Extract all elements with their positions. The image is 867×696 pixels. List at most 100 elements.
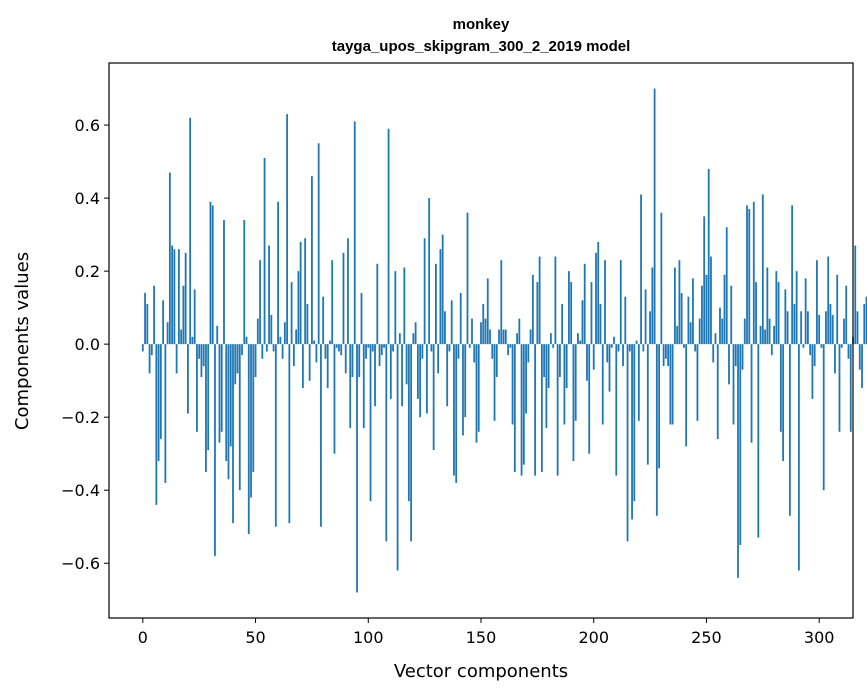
bar [680, 293, 683, 345]
x-tick-label: 0 [138, 628, 148, 647]
bar [854, 245, 857, 345]
bar [252, 344, 255, 472]
bar [270, 314, 273, 345]
bar [822, 344, 825, 491]
bar [662, 344, 665, 367]
bar [797, 344, 800, 571]
bar [536, 282, 539, 345]
bar [141, 344, 144, 352]
bar [187, 344, 189, 414]
bar [667, 344, 670, 367]
bar [640, 194, 642, 345]
bar [511, 344, 514, 425]
bar [437, 344, 440, 374]
bar [698, 318, 701, 345]
bar [232, 344, 234, 524]
bar [175, 344, 178, 374]
bar [770, 344, 773, 356]
bar [473, 344, 476, 363]
bar [480, 322, 482, 345]
bar [642, 344, 645, 352]
bar [281, 344, 284, 359]
bar [265, 344, 268, 352]
bar [216, 325, 219, 345]
x-tick-label: 250 [691, 628, 722, 647]
bar [347, 238, 349, 345]
bar [471, 318, 473, 345]
bar [570, 282, 573, 345]
bar [475, 344, 478, 443]
bar [356, 344, 358, 593]
bar [371, 344, 374, 352]
bar [166, 322, 169, 345]
chart-title: monkey [453, 16, 510, 33]
bar [290, 282, 293, 345]
bar [775, 271, 778, 345]
bar [157, 344, 160, 461]
bar [333, 344, 336, 454]
bar [619, 260, 622, 345]
bar [283, 322, 286, 345]
bar [491, 344, 494, 359]
bar [378, 344, 381, 367]
bar [685, 344, 688, 447]
bar [595, 252, 597, 345]
bar [845, 285, 848, 345]
bar [148, 344, 151, 374]
bar [198, 344, 201, 359]
bar [340, 344, 343, 356]
bar [274, 344, 277, 527]
bar [563, 344, 566, 425]
bar [761, 194, 764, 345]
y-tick-label: 0.6 [75, 116, 100, 135]
bar [549, 333, 552, 345]
bar [730, 285, 733, 345]
bar [389, 344, 392, 399]
bar [392, 344, 394, 352]
bar [741, 344, 744, 370]
bar [410, 344, 413, 542]
bar [254, 344, 257, 378]
bar [752, 201, 755, 345]
bar [811, 344, 814, 399]
bar [588, 344, 591, 454]
bar [466, 212, 469, 345]
bar [211, 205, 214, 345]
bar [863, 303, 866, 345]
y-tick-label: −0.2 [61, 408, 100, 427]
bar [649, 311, 651, 345]
bar [338, 344, 340, 352]
bar [581, 300, 584, 345]
bar [788, 344, 791, 516]
bar [601, 344, 604, 425]
bar [856, 311, 859, 345]
bar [777, 282, 780, 345]
bar [256, 318, 259, 345]
bar [493, 344, 496, 421]
bar [825, 311, 827, 345]
bar [374, 344, 376, 407]
bar [683, 344, 685, 348]
bar [696, 344, 699, 421]
bar [606, 344, 609, 363]
bar [743, 318, 746, 345]
bar [507, 344, 509, 356]
bar [209, 201, 212, 345]
bar [315, 344, 318, 363]
bar [599, 303, 602, 345]
bar [457, 344, 460, 359]
bar [380, 344, 383, 356]
bar [597, 241, 600, 345]
bar [660, 212, 663, 345]
bar [500, 260, 503, 345]
x-axis-label: Vector components [394, 661, 568, 682]
bar [286, 114, 289, 345]
bar [182, 285, 185, 345]
bar [295, 329, 298, 345]
bar [486, 278, 489, 345]
bar [313, 340, 316, 345]
bar [786, 311, 789, 345]
bar [398, 333, 401, 345]
bar [367, 344, 370, 348]
bar [604, 260, 606, 345]
